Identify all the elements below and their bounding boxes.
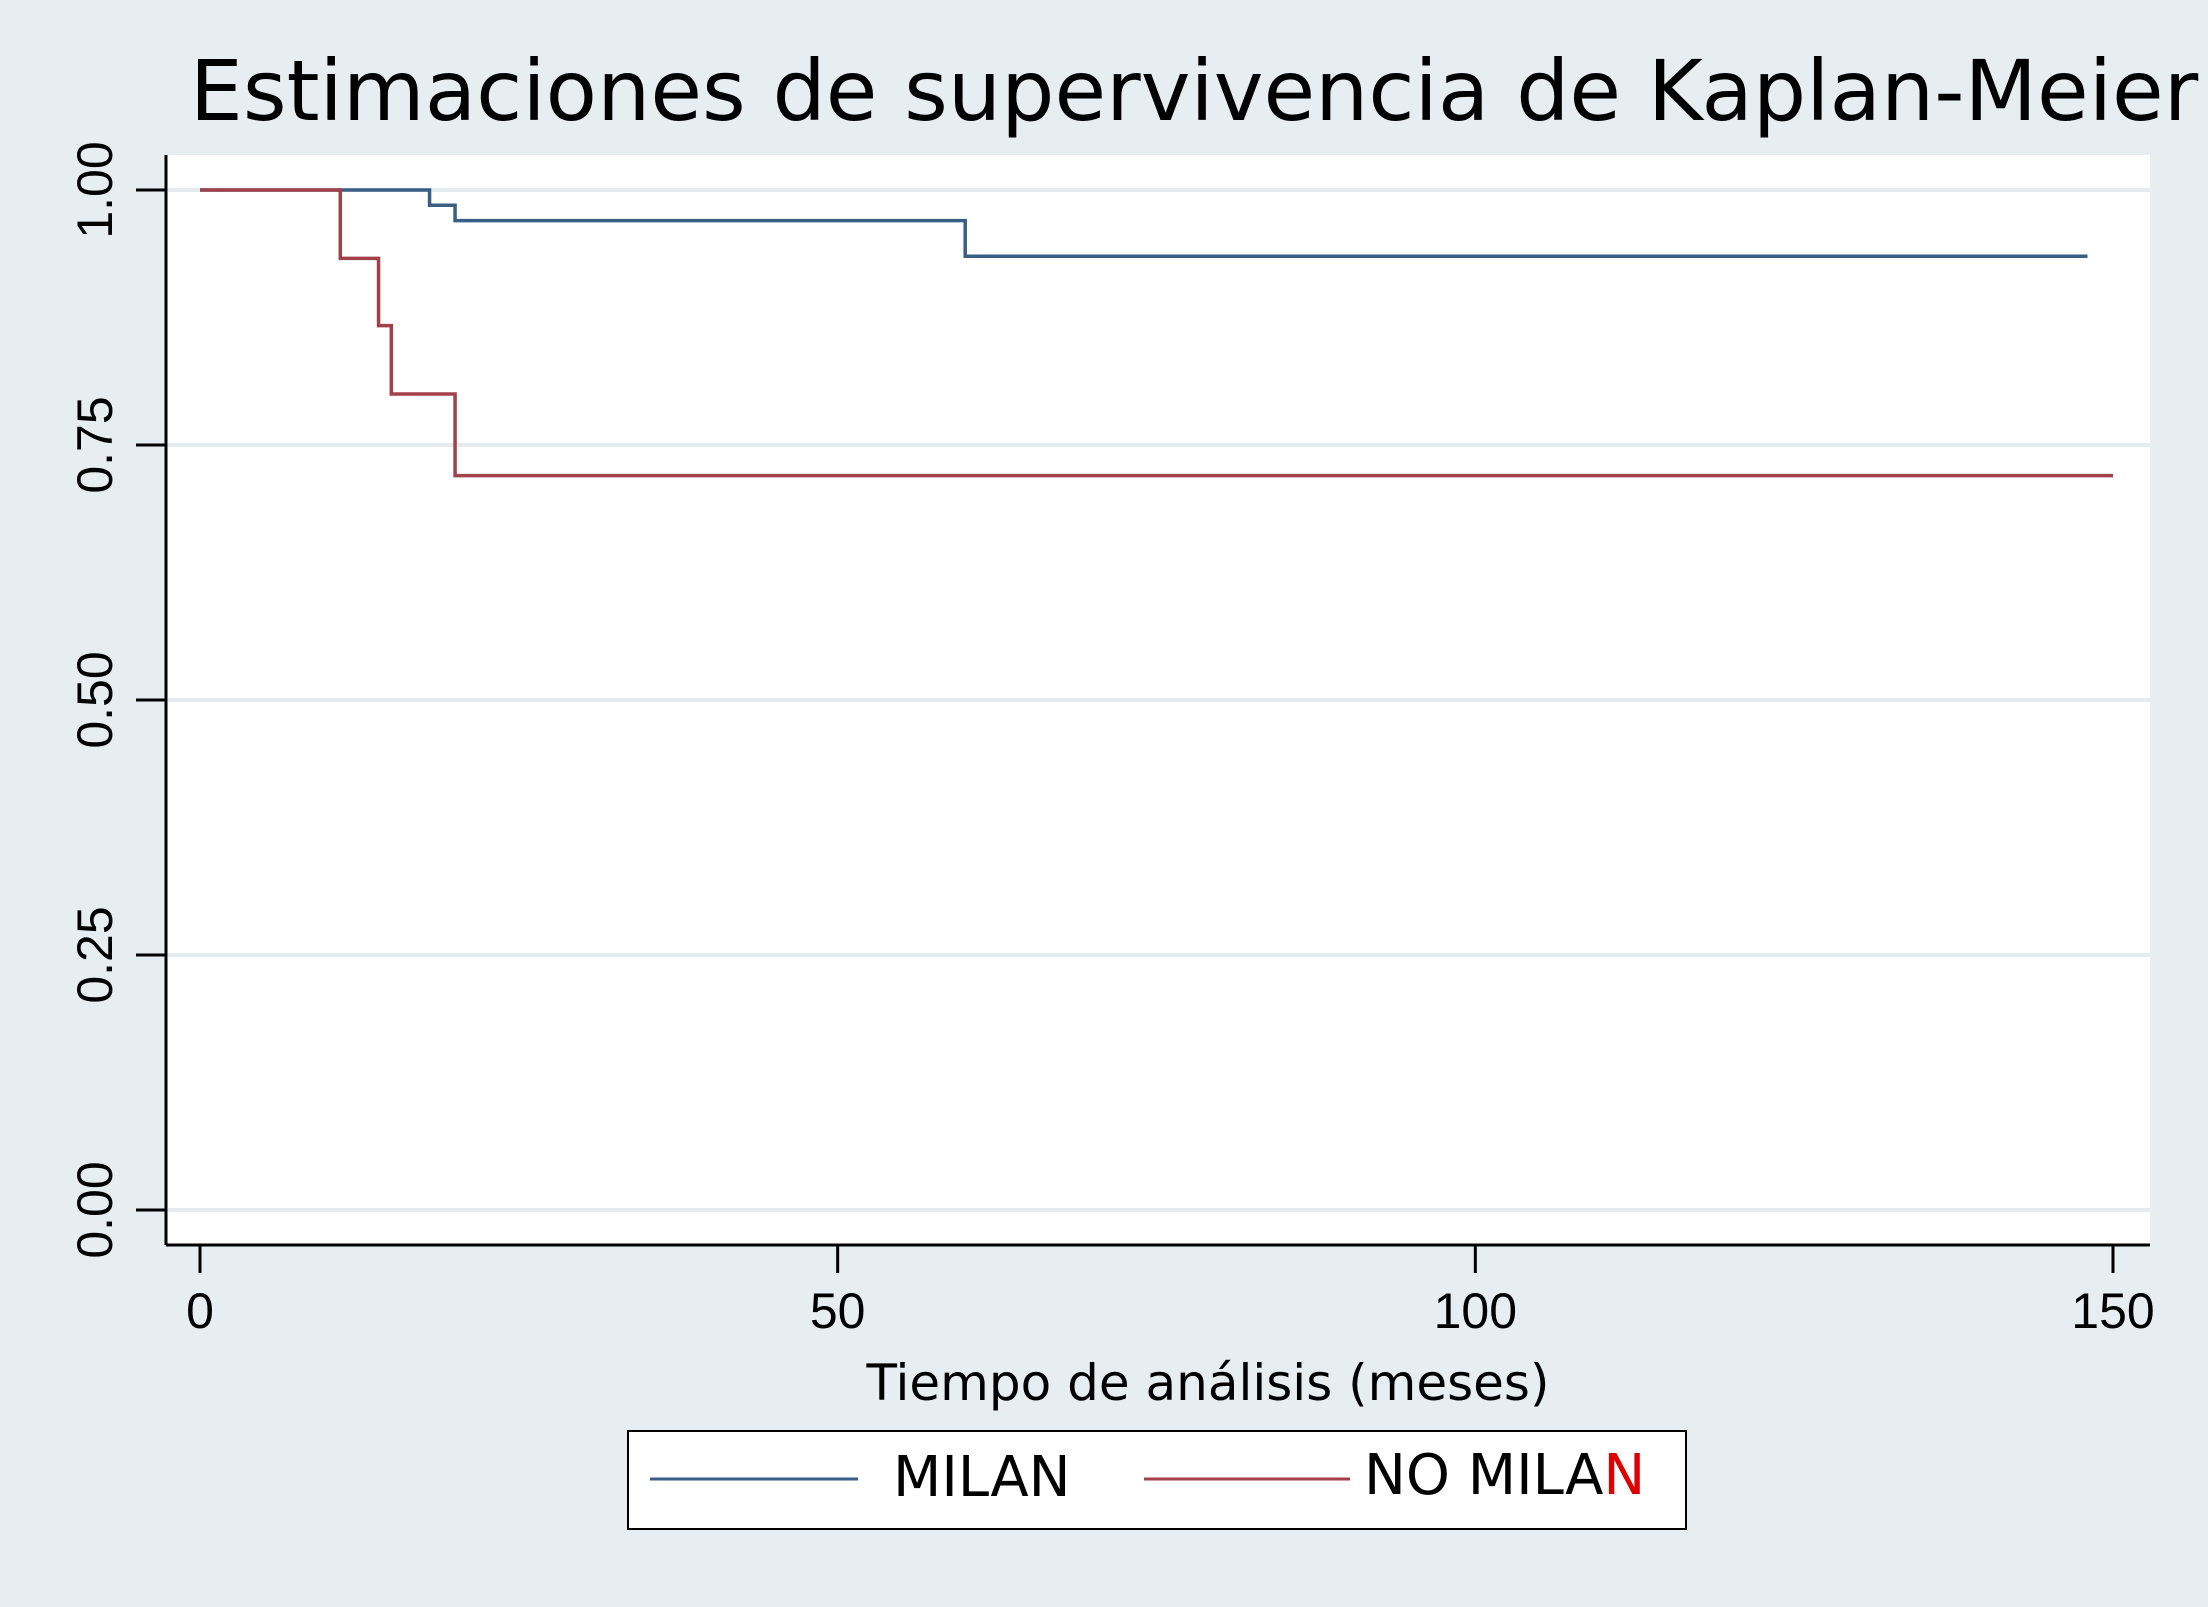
- legend-label-no-milan: NO MILAN: [1364, 1443, 1645, 1508]
- series-no-milan-line: [200, 188, 2113, 478]
- gridlines: [166, 188, 2150, 1212]
- x-tick-label: 0: [186, 1283, 214, 1339]
- y-tick-label: 0.25: [67, 906, 123, 1003]
- y-axis-ticks: 0.00 0.25 0.50 0.75 1.00: [67, 141, 166, 1259]
- legend-label-no-milan-accent: N: [1603, 1443, 1645, 1508]
- y-tick-label: 0.00: [67, 1161, 123, 1258]
- legend-label-no-milan-prefix: NO MILA: [1364, 1443, 1603, 1508]
- chart-title: Estimaciones de supervivencia de Kaplan-…: [190, 42, 2199, 140]
- y-tick-label: 1.00: [67, 141, 123, 238]
- legend-label-milan: MILAN: [893, 1445, 1071, 1510]
- x-tick-label: 150: [2071, 1283, 2154, 1339]
- x-tick-label: 100: [1434, 1283, 1517, 1339]
- series-milan-line: [200, 188, 2088, 259]
- y-tick-label: 0.75: [67, 396, 123, 493]
- series-lines: [200, 188, 2113, 478]
- x-axis-ticks: 0 50 100 150: [186, 1245, 2155, 1339]
- y-tick-label: 0.50: [67, 651, 123, 748]
- x-axis-label: Tiempo de análisis (meses): [866, 1354, 1550, 1412]
- x-tick-label: 50: [810, 1283, 866, 1339]
- legend: MILAN NO MILAN: [627, 1430, 1687, 1530]
